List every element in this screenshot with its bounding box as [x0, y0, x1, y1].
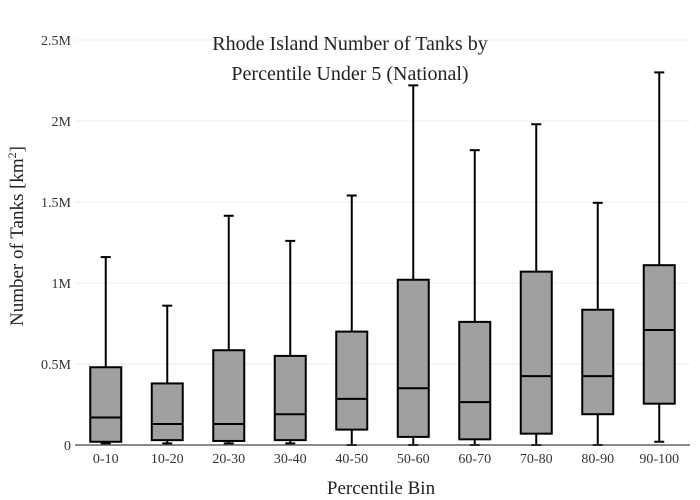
x-tick-label: 80-90 [581, 452, 614, 467]
x-axis-title: Percentile Bin [327, 478, 436, 499]
x-tick-label: 40-50 [335, 452, 368, 467]
x-tick-label: 70-80 [520, 452, 553, 467]
x-tick-label: 20-30 [212, 452, 245, 467]
box-10-20 [150, 304, 184, 445]
y-tick-label: 0 [64, 439, 71, 454]
box-50-60 [396, 84, 430, 446]
x-tick-label: 10-20 [151, 452, 184, 467]
y-tick-labels: 0 0.5M 1M 1.5M 2M 2.5M [41, 34, 72, 454]
iqr-box [396, 278, 430, 438]
box-series [89, 71, 676, 446]
y-axis-title: Number of Tanks [km2] [5, 146, 28, 326]
iqr-box [581, 308, 615, 416]
chart-title-line-2: Percentile Under 5 (National) [231, 63, 468, 85]
chart-title-line-1: Rhode Island Number of Tanks by [212, 33, 487, 55]
iqr-box [150, 382, 184, 442]
box-0-10 [89, 256, 123, 445]
iqr-box [89, 366, 123, 443]
box-60-70 [458, 149, 492, 446]
box-30-40 [273, 239, 307, 445]
y-axis-title-superscript: 2 [5, 152, 19, 158]
y-tick-label: 1.5M [41, 196, 72, 211]
x-tick-label: 90-100 [639, 452, 679, 467]
x-tick-label: 60-70 [458, 452, 491, 467]
x-tick-labels: 0-10 10-20 20-30 30-40 40-50 50-60 60-70 70-80 8… [93, 452, 679, 467]
box-40-50 [335, 194, 369, 446]
iqr-box [642, 264, 676, 405]
iqr-box [458, 320, 492, 441]
iqr-box [335, 330, 369, 431]
y-tick-label: 2M [52, 115, 72, 130]
box-90-100 [642, 71, 676, 443]
y-tick-label: 2.5M [41, 34, 72, 49]
x-tick-label: 30-40 [274, 452, 307, 467]
y-axis-title-main: Number of Tanks [km [7, 158, 28, 326]
iqr-box [212, 349, 246, 442]
iqr-box [519, 270, 553, 435]
y-tick-label: 0.5M [41, 358, 72, 373]
box-70-80 [519, 123, 553, 446]
box-20-30 [212, 214, 246, 445]
x-tick-label: 50-60 [397, 452, 430, 467]
y-axis-title-suffix: ] [7, 146, 28, 152]
iqr-box [273, 354, 307, 442]
y-tick-label: 1M [52, 277, 72, 292]
x-tick-label: 0-10 [93, 452, 119, 467]
box-80-90 [581, 201, 615, 446]
